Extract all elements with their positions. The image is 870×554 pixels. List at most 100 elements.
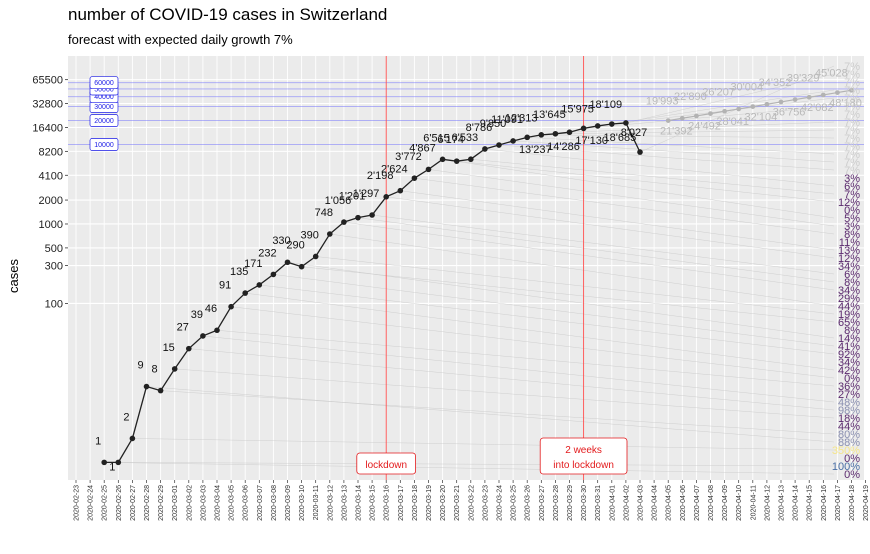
data-point bbox=[580, 125, 587, 132]
data-point bbox=[171, 366, 178, 372]
data-point bbox=[115, 459, 122, 466]
data-point bbox=[806, 94, 812, 100]
data-label: 232 bbox=[258, 247, 276, 259]
x-tick-label: 2020-03-04 bbox=[215, 485, 222, 521]
growth-label: 11% bbox=[839, 237, 860, 249]
y-tick-label: 8200 bbox=[39, 146, 63, 158]
growth-label: 5% bbox=[844, 213, 860, 225]
growth-fan-line bbox=[146, 386, 835, 443]
data-label: 2 bbox=[123, 411, 129, 423]
data-label: 18'685 bbox=[604, 132, 637, 144]
data-label: 8'786 bbox=[466, 122, 493, 134]
data-label: 12'313 bbox=[505, 112, 538, 124]
growth-label: 27% bbox=[838, 389, 860, 401]
growth-label: 0% bbox=[844, 453, 860, 465]
data-point bbox=[129, 435, 136, 442]
data-label: 15'975 bbox=[561, 103, 594, 115]
growth-label: 14% bbox=[838, 333, 860, 345]
data-point bbox=[623, 120, 629, 126]
growth-label: 100% bbox=[832, 461, 860, 473]
growth-fan-line bbox=[245, 292, 835, 371]
data-label: 34'352 bbox=[759, 77, 792, 89]
growth-fan-line bbox=[372, 214, 835, 275]
x-tick-label: 2020-04-09 bbox=[722, 485, 729, 521]
data-label: 24'492 bbox=[688, 121, 721, 133]
data-label: 19'993 bbox=[646, 96, 679, 108]
data-label: 30'004 bbox=[730, 82, 763, 94]
growth-fan-line bbox=[132, 438, 835, 451]
growth-fan-line bbox=[259, 284, 835, 355]
x-tick-label: 2020-04-02 bbox=[623, 485, 630, 521]
y-tick-label: 300 bbox=[45, 261, 63, 273]
data-label: 39'329 bbox=[787, 72, 820, 84]
data-point bbox=[594, 123, 601, 129]
data-label: 11'091 bbox=[491, 114, 523, 126]
x-tick-label: 2020-04-05 bbox=[666, 485, 673, 521]
growth-label: 6% bbox=[844, 181, 860, 193]
growth-fan-line bbox=[400, 190, 835, 251]
x-tick-label: 2020-03-03 bbox=[200, 485, 207, 521]
reference-line-label: 30000 bbox=[94, 104, 114, 111]
growth-label: 13% bbox=[838, 245, 860, 257]
data-point bbox=[524, 134, 530, 141]
data-label: 171 bbox=[244, 258, 262, 270]
data-point bbox=[468, 156, 474, 163]
growth-label: 88% bbox=[838, 437, 860, 449]
x-tick-label: 2020-04-01 bbox=[609, 485, 616, 521]
data-point bbox=[453, 158, 460, 164]
growth-fan-line bbox=[188, 348, 835, 411]
growth-label: 7% bbox=[844, 117, 860, 129]
data-point bbox=[228, 303, 234, 310]
growth-fan-line bbox=[428, 169, 835, 227]
data-point bbox=[397, 187, 404, 194]
growth-fan-line bbox=[625, 73, 835, 124]
data-point bbox=[538, 132, 545, 138]
growth-label: 7% bbox=[844, 141, 860, 153]
growth-label: 7% bbox=[844, 125, 860, 137]
data-point bbox=[736, 106, 742, 112]
x-tick-label: 2020-02-24 bbox=[88, 485, 95, 521]
chart-subtitle: forecast with expected daily growth 7% bbox=[68, 32, 293, 47]
y-tick-label: 500 bbox=[45, 243, 63, 255]
growth-fan-line bbox=[442, 159, 835, 219]
data-point bbox=[849, 87, 854, 93]
growth-label: 36% bbox=[838, 381, 860, 393]
growth-fan-line bbox=[273, 274, 835, 347]
data-label: 1'201 bbox=[339, 191, 366, 203]
x-tick-label: 2020-03-10 bbox=[299, 485, 306, 521]
growth-fan-line bbox=[498, 144, 835, 171]
event-label-box bbox=[356, 452, 416, 475]
data-label: 18'109 bbox=[589, 99, 622, 111]
growth-label: 8% bbox=[844, 277, 860, 289]
data-label: 135 bbox=[230, 266, 248, 278]
growth-fan-line bbox=[484, 148, 835, 187]
x-tick-label: 2020-04-07 bbox=[694, 485, 701, 521]
data-label: 6'533 bbox=[452, 132, 479, 144]
growth-label: 34% bbox=[838, 285, 860, 297]
growth-label: 3% bbox=[844, 173, 860, 185]
growth-fan-line bbox=[160, 390, 835, 435]
data-label: 748 bbox=[315, 207, 333, 219]
data-label: 14'286 bbox=[547, 141, 580, 153]
growth-label: 7% bbox=[844, 93, 860, 105]
data-point bbox=[200, 333, 206, 339]
x-axis-ticks: 2020-02-23 2020-02-24 2020-02-25 2020-02-26… bbox=[74, 480, 870, 521]
data-point bbox=[566, 129, 573, 136]
growth-fan-line bbox=[174, 368, 835, 419]
x-tick-label: 2020-03-23 bbox=[482, 485, 489, 521]
data-point bbox=[312, 253, 319, 260]
reference-line-label-box bbox=[89, 76, 119, 90]
x-tick-label: 2020-03-29 bbox=[567, 485, 574, 521]
data-point bbox=[694, 113, 699, 119]
growth-label: 350% bbox=[832, 445, 860, 457]
data-point bbox=[609, 121, 615, 127]
data-point bbox=[665, 118, 671, 124]
data-label: 48'180 bbox=[829, 97, 862, 109]
x-tick-label: 2020-03-22 bbox=[468, 485, 475, 521]
data-label: 36'756 bbox=[773, 107, 806, 119]
event-lines: lockdown 2 weeks into lockdown bbox=[356, 56, 628, 480]
growth-label: 7% bbox=[844, 157, 860, 169]
growth-fan-line bbox=[456, 160, 835, 203]
x-tick-label: 2020-03-15 bbox=[370, 485, 377, 521]
data-point bbox=[101, 459, 107, 466]
